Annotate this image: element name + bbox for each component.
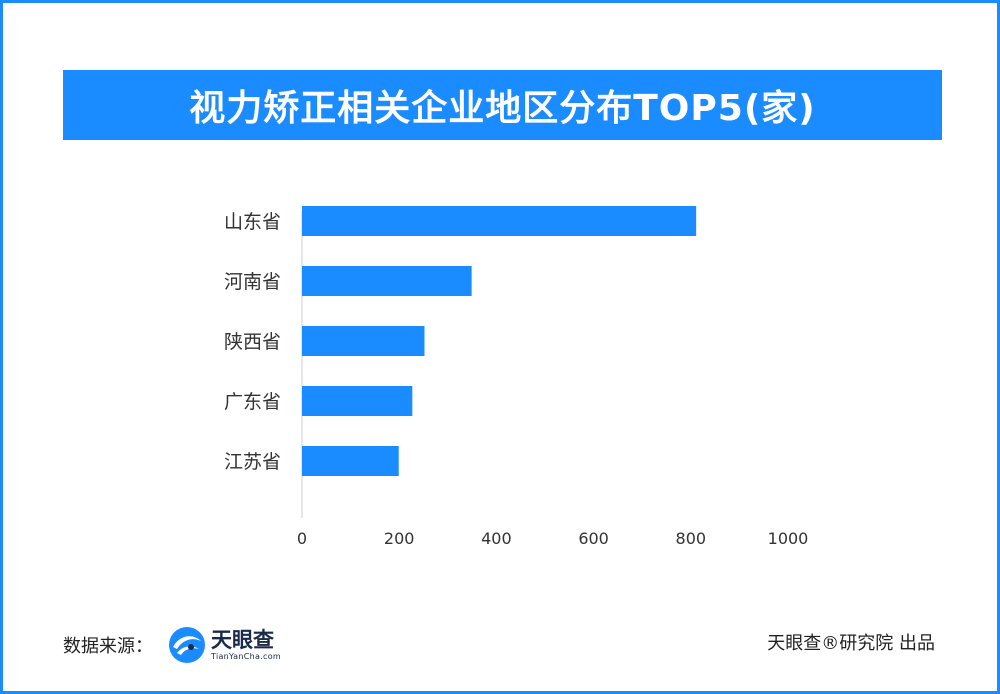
category-label: 山东省 xyxy=(224,211,281,233)
bar xyxy=(302,266,472,296)
x-tick-label: 800 xyxy=(676,529,707,548)
bar xyxy=(302,386,413,416)
source-label: 数据来源： xyxy=(63,636,153,657)
bar xyxy=(302,446,399,476)
credit-text: 天眼查®研究院 出品 xyxy=(767,633,935,654)
bar xyxy=(302,326,425,356)
x-tick-label: 200 xyxy=(384,529,415,548)
bar xyxy=(302,206,697,236)
x-tick-label: 600 xyxy=(578,529,609,548)
data-source: 数据来源： 天眼查 TianYanCha.com xyxy=(63,625,281,665)
x-tick-label: 0 xyxy=(297,529,307,548)
title-banner: 视力矫正相关企业地区分布TOP5(家) xyxy=(63,70,942,140)
x-tick-label: 400 xyxy=(481,529,512,548)
x-tick-label: 1000 xyxy=(768,529,809,548)
category-label: 江苏省 xyxy=(224,451,281,473)
category-label: 陕西省 xyxy=(224,331,281,353)
category-label: 河南省 xyxy=(224,271,281,293)
category-label: 广东省 xyxy=(224,391,281,413)
tianyancha-logo: 天眼查 TianYanCha.com xyxy=(167,625,281,665)
tianyancha-logo-icon xyxy=(169,627,205,663)
logo-name: 天眼查 xyxy=(211,628,274,652)
chart-title: 视力矫正相关企业地区分布TOP5(家) xyxy=(189,88,816,129)
logo-url: TianYanCha.com xyxy=(211,652,281,661)
